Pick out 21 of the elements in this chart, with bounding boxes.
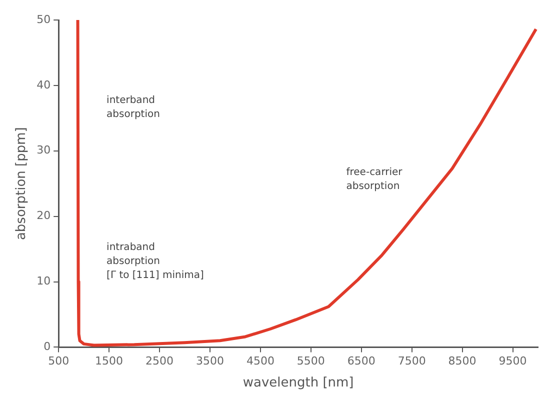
annotation: interband absorption — [106, 94, 160, 120]
x-tick-label: 8500 — [448, 354, 476, 368]
x-tick-label: 7500 — [398, 354, 426, 368]
y-tick-label: 50 — [36, 12, 51, 26]
y-tick-label: 20 — [36, 209, 51, 222]
annotation: free-carrier absorption — [346, 166, 404, 192]
x-tick-label: 5500 — [296, 354, 325, 368]
y-axis-title: absorption [ppm] — [14, 127, 30, 240]
y-tick-label: 0 — [44, 340, 51, 354]
x-tick-label: 500 — [48, 354, 70, 368]
x-axis-title: wavelength [nm] — [242, 376, 354, 391]
x-tick-label: 2500 — [146, 354, 174, 368]
y-tick-label: 40 — [36, 78, 51, 92]
x-tick-label: 4500 — [246, 354, 274, 368]
y-tick-label: 30 — [36, 144, 51, 157]
x-tick-label: 3500 — [196, 354, 224, 368]
x-tick-label: 1500 — [95, 354, 124, 368]
annotation: intraband absorption [Γ to [111] minima] — [106, 242, 204, 282]
x-tick-label: 9500 — [498, 354, 527, 368]
y-tick-label: 10 — [36, 274, 51, 288]
x-tick-label: 6500 — [347, 354, 376, 368]
